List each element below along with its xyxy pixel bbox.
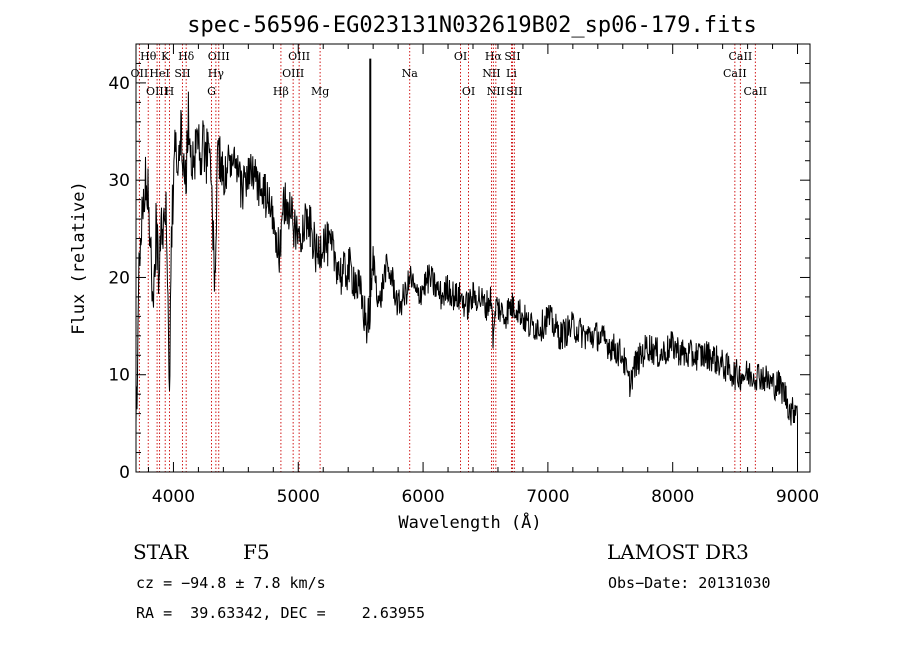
chart-title: spec-56596-EG023131N032619B02_sp06-179.f…: [187, 13, 757, 38]
spectral-line-label: NII: [487, 85, 505, 98]
spectral-line-label: K: [161, 50, 170, 63]
spectral-line-label: Hδ: [178, 50, 195, 63]
spectral-line-label: G: [207, 85, 216, 98]
y-tick-label: 0: [119, 463, 130, 483]
spectral-line-label: OIII: [288, 50, 310, 63]
spectral-line-label: Hγ: [208, 67, 225, 80]
y-tick-label: 10: [108, 366, 130, 386]
spectral-line-label: Na: [402, 67, 419, 80]
spectral-line-label: Li: [506, 67, 517, 80]
spectral-subclass: F5: [243, 540, 270, 564]
spectral-line-label: NII: [482, 67, 500, 80]
spectral-line-label: SII: [504, 50, 520, 63]
spectral-line-label: Hθ: [140, 50, 157, 63]
spectrum-line: [135, 91, 798, 472]
spectral-line-label: OII: [131, 67, 149, 80]
spectral-line-label: CaII: [743, 85, 767, 98]
redshift-cz: cz = −94.8 ± 7.8 km/s: [136, 574, 326, 592]
spectrum-chart: spec-56596-EG023131N032619B02_sp06-179.f…: [69, 13, 819, 533]
y-tick-label: 20: [108, 268, 130, 288]
spectral-line-label: OI: [454, 50, 467, 63]
y-tick-label: 40: [108, 74, 130, 94]
axis-ticks: 4000 5000 6000 7000 8000 9000 0 10 20 30 40: [108, 43, 819, 507]
spectral-line-label: OI: [462, 85, 475, 98]
ra-dec-coordinates: RA = 39.63342, DEC = 2.63955: [136, 604, 425, 622]
spectral-line-label: OIII: [208, 50, 230, 63]
spectral-line-label: Hβ: [273, 85, 289, 98]
object-type: STAR: [133, 540, 189, 564]
y-axis-label: Flux (relative): [69, 181, 89, 335]
spectral-line-label: Mg: [311, 85, 329, 98]
plot-frame: [135, 43, 811, 473]
x-tick-label: 7000: [526, 487, 569, 507]
spectral-line-label: CaII: [729, 50, 753, 63]
survey-name: LAMOST DR3: [607, 540, 749, 564]
spectral-lines-layer: Hθ OII OIII K HeI H Hδ SII OIII Hγ G Hβ OIII OIII Mg Na…: [131, 44, 767, 472]
spectral-line-label: HeI: [149, 67, 169, 80]
x-tick-label: 6000: [401, 487, 444, 507]
observation-date: Obs−Date: 20131030: [608, 574, 771, 592]
x-tick-label: 8000: [651, 487, 694, 507]
x-axis-label: Wavelength (Å): [398, 511, 541, 533]
x-tick-label: 9000: [776, 487, 819, 507]
spectral-line-label: OIII: [282, 67, 304, 80]
spectral-line-label: SII: [174, 67, 190, 80]
spectral-line-label: CaII: [723, 67, 747, 80]
spectral-line-label: SII: [506, 85, 522, 98]
spectral-line-label: H: [165, 85, 175, 98]
x-tick-label: 4000: [152, 487, 195, 507]
spectral-line-label: OIII: [146, 85, 168, 98]
x-tick-label: 5000: [277, 487, 320, 507]
spectral-line-label: Hα: [485, 50, 503, 63]
y-tick-label: 30: [108, 171, 130, 191]
